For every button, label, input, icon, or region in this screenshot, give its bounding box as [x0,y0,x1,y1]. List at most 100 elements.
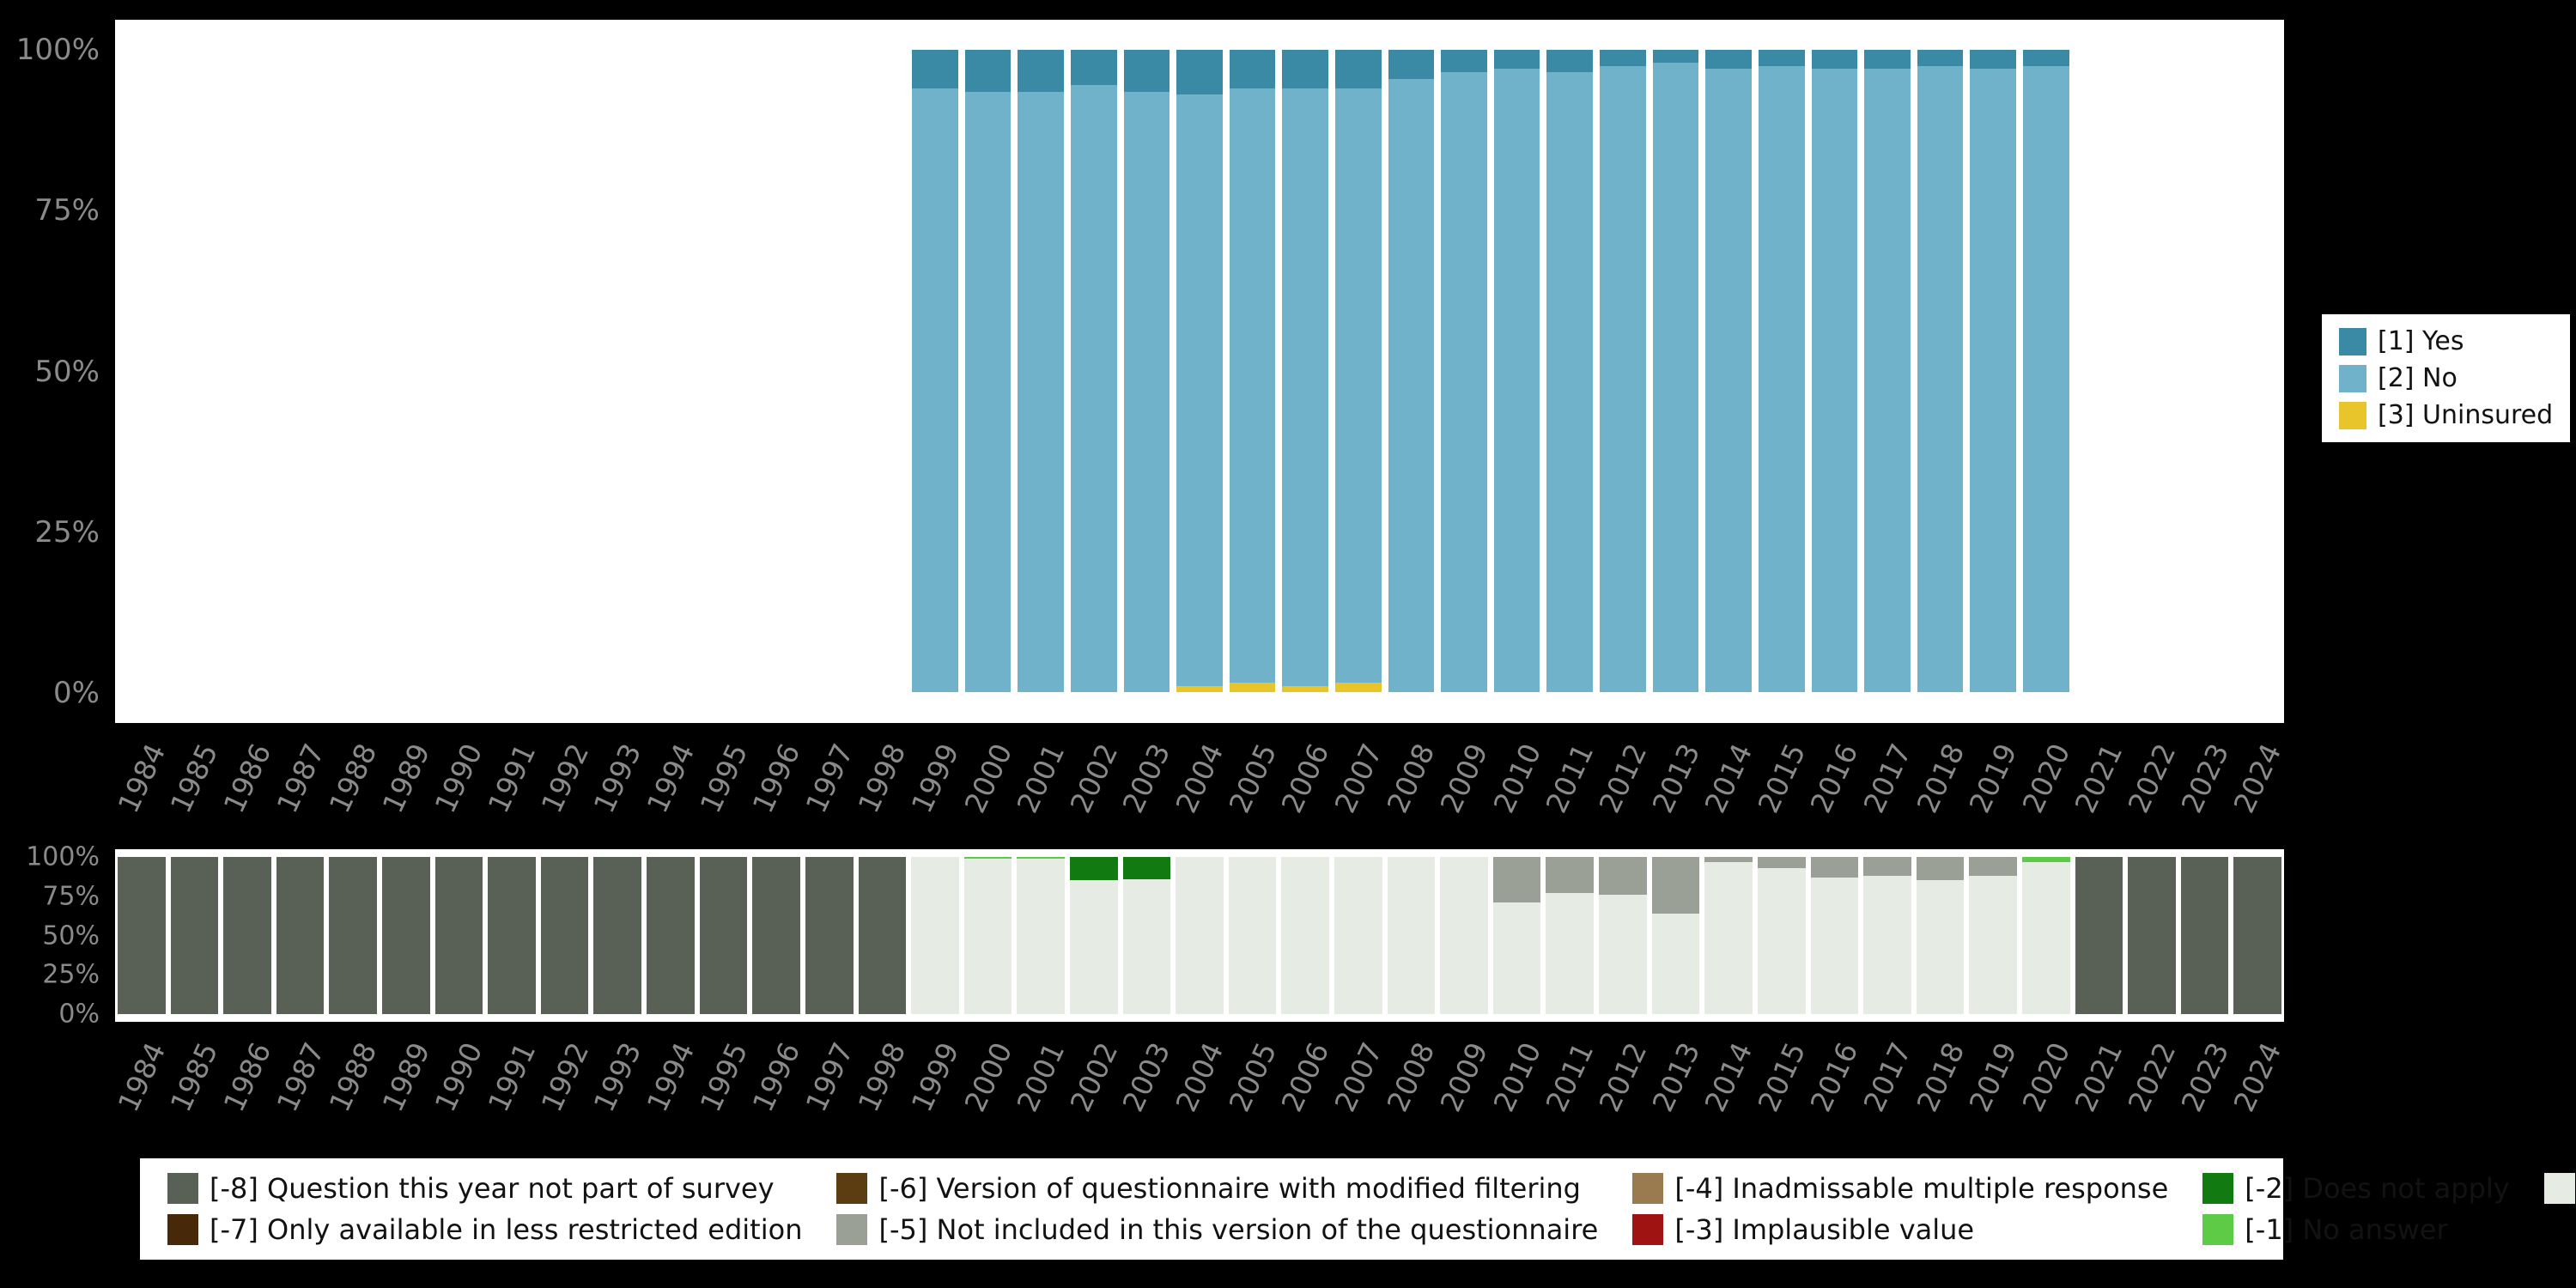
bar-column-2024 [2231,857,2284,1014]
bar-column-1989 [380,50,433,692]
x-axis-tick-label: 1991 [481,1037,543,1117]
legend-label: [-4] Inadmissable multiple response [1674,1172,2169,1205]
bar-column-2017 [1861,857,1914,1014]
x-axis-tick-label: 2021 [2068,1037,2129,1117]
legend-swatch [1632,1173,1664,1204]
bar-segment [2180,857,2229,1014]
bar-column-2021 [2073,50,2126,692]
legend-item: [-8] Question this year not part of surv… [167,1172,802,1205]
bar-column-1984 [115,857,168,1014]
y-axis-tick-label: 75% [42,881,100,912]
x-axis-tick-label: 1992 [534,1037,596,1117]
bar-segment [1335,88,1382,683]
bar-column-1998 [856,857,909,1014]
bar-segment [1229,50,1276,88]
bar-column-2014 [1702,50,1755,692]
x-axis-tick-label: 1987 [270,738,331,818]
legend-item: [-1] No answer [2202,1213,2509,1246]
legend-swatch [2543,1173,2575,1204]
bar-column-2005 [1226,857,1279,1014]
bar-column-1997 [803,50,856,692]
legend-item: [3] Uninsured [2339,400,2553,430]
top-chart-x-axis: 1984 1985 1986 1987 1988 1989 1990 1991 1992 1993… [111,732,2287,860]
bar-segment [1917,65,1964,692]
bar-segment [2021,857,2070,862]
bar-segment [1757,867,1806,1014]
x-axis-tick-label: 2003 [1115,1037,1177,1117]
bar-column-1985 [168,857,222,1014]
bar-segment [1651,913,1700,1014]
bar-column-2015 [1755,857,1808,1014]
top-chart-y-axis: 0% 25% 50% 75% 100% [0,20,106,723]
bar-column-2023 [2178,50,2232,692]
bar-segment [1970,50,2016,70]
bar-segment [1123,91,1170,692]
bar-segment [1281,857,1330,1014]
x-axis-tick-label: 2019 [1962,1037,2024,1117]
x-axis-tick-label: 2006 [1274,738,1336,818]
bar-column-2006 [1279,50,1332,692]
x-axis-tick-label: 2014 [1698,1037,1759,1117]
legend-swatch [2339,364,2366,392]
bar-segment [1122,878,1171,1014]
bar-segment [1969,857,2017,876]
bar-column-2020 [2020,857,2073,1014]
x-axis-tick-label: 2013 [1644,1037,1706,1117]
bar-column-2012 [1596,857,1649,1014]
bar-column-2013 [1649,857,1703,1014]
bar-column-2011 [1543,857,1596,1014]
bar-column-1986 [221,50,274,692]
legend-swatch [167,1214,198,1245]
bar-column-2011 [1543,50,1596,692]
legend-label: [-2] Does not apply [2245,1172,2510,1205]
x-axis-tick-label: 2020 [2015,1037,2077,1117]
bar-column-1994 [644,50,697,692]
bar-segment [647,857,695,1014]
bar-column-1999 [908,50,962,692]
x-axis-tick-label: 1985 [163,738,225,818]
bar-column-1986 [221,857,274,1014]
bar-column-1997 [803,857,856,1014]
bar-segment [911,857,959,1014]
x-axis-tick-label: 1998 [851,1037,913,1117]
bar-column-2006 [1279,857,1332,1014]
x-axis-tick-label: 2007 [1327,738,1389,818]
x-axis-tick-label: 2017 [1856,738,1918,818]
bar-segment [1388,78,1435,692]
bar-segment [1017,858,1065,1014]
bar-segment [1334,857,1382,1014]
bar-segment [1917,50,1964,66]
bar-column-1993 [591,857,644,1014]
bar-column-2009 [1437,50,1491,692]
legend-label: [2] No [2378,363,2458,393]
x-axis-tick-label: 1993 [586,738,648,818]
bar-segment [1176,94,1223,686]
bar-column-2000 [962,50,1015,692]
legend-label: [-7] Only available in less restricted e… [210,1213,803,1246]
x-axis-tick-label: 1988 [322,738,384,818]
bar-column-2010 [1491,50,1544,692]
bar-segment [1441,72,1487,692]
bar-segment [1176,50,1223,95]
bar-segment [1493,69,1540,692]
bar-column-1985 [168,50,222,692]
bar-segment [1387,857,1436,1014]
x-axis-tick-label: 2022 [2121,1037,2183,1117]
x-axis-tick-label: 2001 [1010,738,1072,818]
bar-column-2015 [1755,50,1808,692]
bar-segment [1546,893,1595,1014]
legend-item: [-4] Inadmissable multiple response [1632,1172,2168,1205]
bar-column-1991 [485,50,538,692]
bar-segment [1705,69,1752,692]
bar-segment [1070,50,1117,86]
bar-segment [1176,857,1224,1014]
legend-label: [-1] No answer [2245,1213,2448,1246]
bar-segment [1599,894,1647,1014]
legend-label: [1] Yes [2378,326,2464,356]
bar-segment [964,91,1012,692]
bar-column-2002 [1067,857,1121,1014]
bar-segment [1282,88,1329,686]
x-axis-tick-label: 2008 [1380,738,1442,818]
bar-column-1990 [433,50,486,692]
bar-segment [912,50,958,88]
